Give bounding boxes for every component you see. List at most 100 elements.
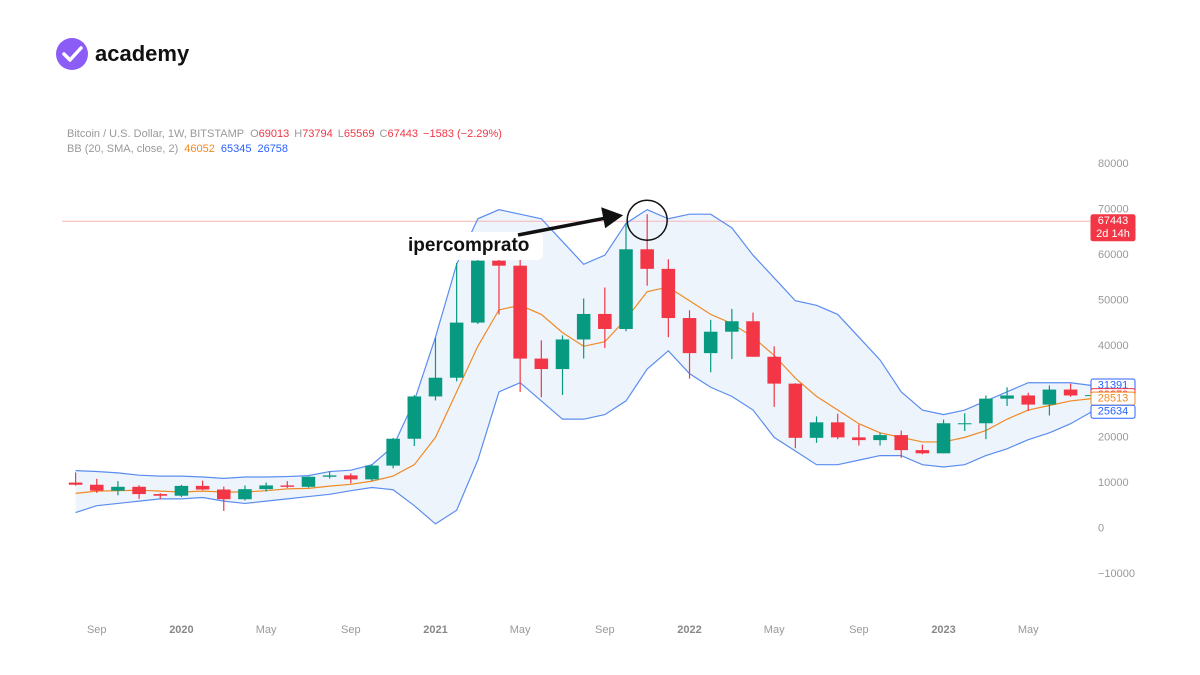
- candle-body: [68, 482, 83, 485]
- candle-body: [492, 260, 506, 266]
- x-tick-label: 2021: [423, 624, 447, 636]
- indicator-legend: BB (20, SMA, close, 2) 46052 65345 26758: [67, 143, 288, 155]
- symbol: Bitcoin / U.S. Dollar, 1W, BITSTAMP: [67, 128, 244, 140]
- candle-body: [936, 423, 951, 454]
- candle-body: [238, 489, 252, 500]
- band-line: [75, 350, 1093, 525]
- x-tick-label: Sep: [849, 624, 869, 636]
- candle-body: [957, 423, 972, 425]
- value-box-label: 28513: [1098, 393, 1129, 405]
- candle-body: [301, 476, 316, 487]
- ohlc-value: 67443: [387, 128, 418, 140]
- candle-body: [1000, 395, 1014, 399]
- indicator-value: 65345: [221, 143, 252, 155]
- ohlc-value: 73794: [302, 128, 333, 140]
- candle-body: [217, 489, 231, 500]
- y-tick-label: 10000: [1098, 477, 1129, 489]
- y-tick-label: −10000: [1098, 568, 1135, 580]
- candle-body: [703, 331, 718, 354]
- annotation-bg: [403, 232, 543, 260]
- candle-body: [598, 313, 612, 329]
- brand: academy: [95, 41, 190, 66]
- change: −1583 (−2.29%): [423, 128, 502, 140]
- candle-body: [259, 485, 273, 490]
- candle-body: [979, 398, 993, 424]
- candle-body: [322, 475, 337, 477]
- ohlc-label: C: [380, 128, 388, 140]
- x-tick-label: 2022: [677, 624, 701, 636]
- x-tick-label: 2020: [169, 624, 193, 636]
- x-tick-label: May: [256, 624, 277, 636]
- x-tick-label: Sep: [87, 624, 107, 636]
- candle-body: [809, 422, 824, 438]
- x-tick-label: Sep: [595, 624, 615, 636]
- candle-body: [1063, 389, 1078, 396]
- y-tick-label: 60000: [1098, 249, 1129, 261]
- candle-body: [449, 322, 464, 378]
- candle-body: [344, 475, 358, 480]
- candle-body: [1042, 389, 1057, 405]
- candle-body: [682, 318, 697, 354]
- candle-body: [89, 484, 104, 491]
- value-box: [1090, 404, 1136, 419]
- candle-body: [852, 437, 866, 441]
- x-tick-label: May: [764, 624, 785, 636]
- candle-body: [894, 435, 908, 451]
- y-tick-label: 50000: [1098, 295, 1129, 307]
- candle-body: [365, 465, 379, 480]
- logo-check: [62, 46, 83, 62]
- indicator-value: 46052: [184, 143, 215, 155]
- x-tick-label: May: [510, 624, 531, 636]
- value-box: [1090, 214, 1136, 242]
- candle-body: [428, 377, 443, 397]
- annotation-arrowhead: [601, 207, 624, 229]
- candle-body: [386, 438, 400, 466]
- ohlc-label: H: [294, 128, 302, 140]
- candle-body: [576, 313, 591, 340]
- logo-icon: [56, 38, 88, 70]
- chart-legend: Bitcoin / U.S. Dollar, 1W, BITSTAMP O6901…: [67, 128, 502, 140]
- candle-body: [915, 450, 930, 454]
- candle-body: [280, 485, 295, 487]
- candle-body: [725, 321, 739, 332]
- candle-body: [471, 260, 485, 323]
- candle-body: [555, 339, 570, 370]
- candle-body: [661, 268, 676, 319]
- y-tick-label: 40000: [1098, 340, 1129, 352]
- candle-body: [195, 485, 210, 490]
- candle-body: [873, 435, 887, 441]
- candle-body: [640, 249, 654, 269]
- ohlc-value: 65569: [344, 128, 375, 140]
- annotation-circle: [626, 199, 668, 241]
- y-tick-label: 80000: [1098, 158, 1129, 170]
- candle-body: [111, 486, 125, 491]
- ohlc-label: L: [338, 128, 344, 140]
- y-tick-label: 0: [1098, 522, 1104, 534]
- candle-body: [1021, 395, 1036, 405]
- band-fill: [75, 209, 1092, 524]
- ohlc-value: 69013: [259, 128, 290, 140]
- indicator: BB (20, SMA, close, 2): [67, 143, 178, 155]
- candle-body: [174, 485, 189, 496]
- candle-body: [767, 356, 781, 384]
- candle-body: [830, 422, 845, 438]
- candle-body: [132, 486, 146, 495]
- candle-body: [619, 249, 633, 329]
- value-box-label: 25634: [1098, 406, 1129, 418]
- candle-body: [788, 383, 803, 438]
- countdown: 2d 14h: [1096, 228, 1130, 240]
- indicator-value: 26758: [257, 143, 288, 155]
- candle-body: [513, 265, 527, 359]
- y-tick-label: 70000: [1098, 204, 1129, 216]
- band-line: [75, 208, 1092, 479]
- value-box-label: 67443: [1098, 215, 1129, 227]
- candle-body: [746, 321, 760, 357]
- y-tick-label: 20000: [1098, 431, 1129, 443]
- candle-body: [534, 358, 549, 370]
- annotation: ipercomprato: [408, 235, 529, 256]
- candle-body: [153, 494, 168, 496]
- x-tick-label: 2023: [931, 624, 955, 636]
- x-tick-label: May: [1018, 624, 1039, 636]
- x-tick-label: Sep: [341, 624, 361, 636]
